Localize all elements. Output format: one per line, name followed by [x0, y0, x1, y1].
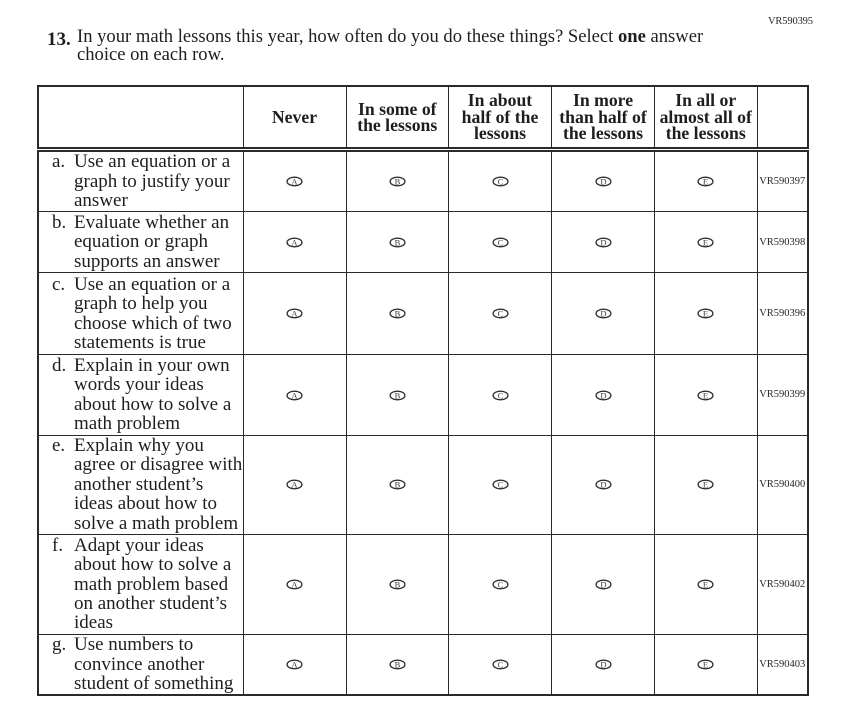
svg-text:A: A: [291, 480, 298, 490]
svg-text:C: C: [497, 480, 503, 490]
svg-text:C: C: [497, 579, 503, 589]
svg-text:A: A: [291, 309, 298, 319]
svg-text:A: A: [291, 237, 298, 247]
svg-text:D: D: [600, 390, 606, 400]
svg-text:C: C: [497, 390, 503, 400]
svg-text:B: B: [394, 390, 400, 400]
svg-text:A: A: [291, 390, 298, 400]
svg-text:A: A: [291, 176, 298, 186]
svg-text:C: C: [497, 309, 503, 319]
svg-text:A: A: [291, 660, 298, 670]
svg-text:A: A: [291, 579, 298, 589]
svg-text:C: C: [497, 176, 503, 186]
svg-text:D: D: [600, 480, 606, 490]
svg-text:B: B: [394, 176, 400, 186]
svg-text:C: C: [497, 237, 503, 247]
svg-text:D: D: [600, 176, 606, 186]
svg-text:B: B: [394, 237, 400, 247]
svg-text:D: D: [600, 237, 606, 247]
svg-text:D: D: [600, 579, 606, 589]
svg-text:E: E: [703, 237, 708, 247]
svg-text:E: E: [703, 660, 708, 670]
svg-text:B: B: [394, 579, 400, 589]
svg-text:D: D: [600, 660, 606, 670]
svg-text:E: E: [703, 579, 708, 589]
svg-text:E: E: [703, 390, 708, 400]
svg-text:E: E: [703, 176, 708, 186]
svg-text:D: D: [600, 309, 606, 319]
svg-text:E: E: [703, 309, 708, 319]
svg-text:E: E: [703, 480, 708, 490]
svg-text:C: C: [497, 660, 503, 670]
svg-text:B: B: [394, 309, 400, 319]
svg-text:B: B: [394, 480, 400, 490]
svg-text:B: B: [394, 660, 400, 670]
